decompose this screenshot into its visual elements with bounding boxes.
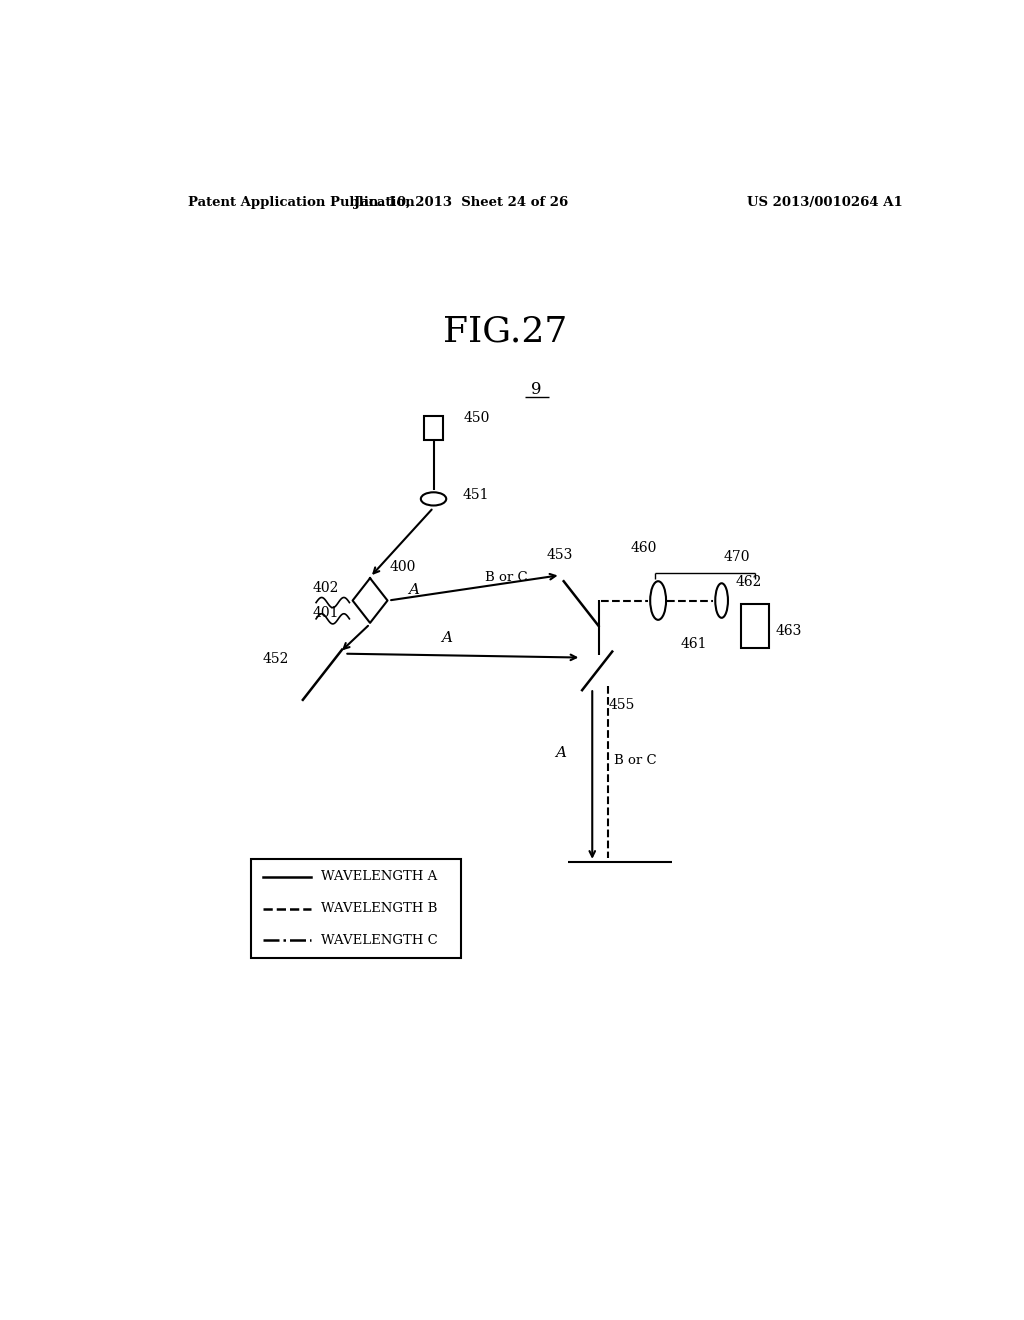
Text: 460: 460 (631, 541, 657, 554)
Text: Jan. 10, 2013  Sheet 24 of 26: Jan. 10, 2013 Sheet 24 of 26 (354, 195, 568, 209)
Text: A: A (555, 746, 566, 760)
Text: FIG.27: FIG.27 (442, 314, 567, 348)
Text: 463: 463 (775, 624, 802, 638)
Text: WAVELENGTH A: WAVELENGTH A (321, 870, 437, 883)
Text: 452: 452 (263, 652, 290, 667)
Bar (424, 416, 443, 440)
Text: 9: 9 (531, 380, 542, 397)
Text: 455: 455 (608, 698, 635, 713)
Text: B or C: B or C (614, 754, 657, 767)
Text: WAVELENGTH B: WAVELENGTH B (321, 902, 437, 915)
Text: US 2013/0010264 A1: US 2013/0010264 A1 (748, 195, 903, 209)
Ellipse shape (715, 583, 728, 618)
Bar (251, 859, 461, 958)
Ellipse shape (421, 492, 446, 506)
Text: A: A (409, 583, 419, 598)
Text: 470: 470 (723, 550, 750, 564)
Text: B or C: B or C (485, 570, 527, 583)
Text: 400: 400 (389, 560, 416, 574)
Text: 462: 462 (736, 576, 762, 589)
Text: 461: 461 (680, 638, 707, 651)
Text: A: A (441, 631, 453, 645)
Text: 451: 451 (462, 488, 488, 502)
Text: Patent Application Publication: Patent Application Publication (187, 195, 415, 209)
Text: WAVELENGTH C: WAVELENGTH C (321, 933, 437, 946)
Text: 402: 402 (313, 581, 339, 595)
Ellipse shape (650, 581, 666, 620)
Text: 453: 453 (546, 548, 572, 562)
Text: 401: 401 (313, 606, 339, 619)
Text: 450: 450 (464, 411, 490, 425)
Bar (740, 603, 769, 648)
